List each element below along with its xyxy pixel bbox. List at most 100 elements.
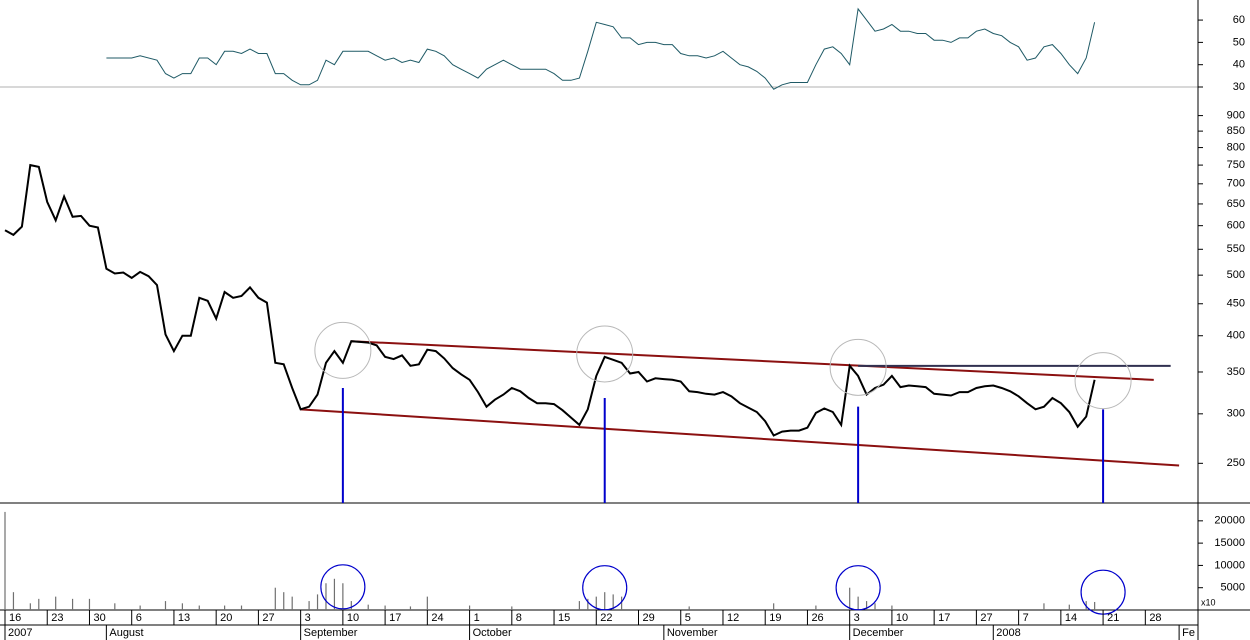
x-tick-label: 16: [9, 612, 21, 624]
highlight-circle: [582, 565, 628, 611]
volume-bar: [857, 596, 859, 610]
volume-bar: [224, 605, 226, 610]
y-tick-label: 450: [1227, 298, 1245, 310]
volume-bar: [181, 603, 183, 610]
x-tick-label: 3: [305, 612, 311, 624]
volume-bar: [88, 598, 91, 610]
x-tick-label: 10: [347, 612, 359, 624]
y-tick-label: 400: [1227, 330, 1245, 342]
volume-bar: [29, 603, 31, 610]
highlight-circle: [829, 338, 887, 396]
volume-bar: [815, 605, 817, 610]
volume-bar: [612, 594, 614, 610]
month-label: Fe: [1182, 627, 1195, 639]
volume-bar: [274, 587, 276, 610]
volume-bar: [198, 605, 200, 610]
x-tick-label: 10: [896, 612, 908, 624]
y-tick-label: 550: [1227, 243, 1245, 255]
volume-bar: [4, 511, 6, 610]
volume-bar: [139, 605, 141, 610]
unit-label: x10: [1201, 597, 1216, 607]
volume-bar: [578, 601, 580, 610]
volume-bar: [468, 605, 471, 610]
month-label: October: [473, 627, 512, 639]
highlight-circle: [320, 564, 366, 610]
y-tick-label: 300: [1227, 408, 1245, 420]
volume-bar: [773, 603, 775, 610]
volume-bar: [384, 605, 386, 610]
y-tick-label: 800: [1227, 141, 1245, 153]
x-tick-label: 19: [769, 612, 781, 624]
volume-bar: [12, 592, 15, 610]
volume-bar: [511, 606, 513, 610]
volume-bar: [1094, 601, 1096, 610]
y-tick-label: 700: [1227, 178, 1245, 190]
y-tick-label: 600: [1227, 220, 1245, 232]
volume-bar: [240, 605, 243, 610]
x-tick-label: 12: [727, 612, 739, 624]
x-tick-label: 7: [1023, 612, 1029, 624]
volume-bar: [621, 596, 623, 610]
y-tick-label: 50: [1233, 36, 1245, 48]
volume-bar: [291, 596, 293, 610]
x-tick-label: 17: [938, 612, 950, 624]
x-tick-label: 5: [685, 612, 691, 624]
month-label: August: [109, 627, 143, 639]
y-tick-label: 750: [1227, 159, 1245, 171]
month-label: 2008: [996, 627, 1020, 639]
volume-bar: [350, 601, 352, 610]
volume-bar: [426, 596, 428, 610]
x-tick-label: 24: [431, 612, 443, 624]
series-line: [106, 7, 1096, 90]
highlight-circle: [576, 325, 634, 383]
volume-bar: [865, 601, 868, 610]
y-tick-label: 5000: [1221, 582, 1245, 594]
x-tick-label: 21: [1107, 612, 1119, 624]
trend-line: [300, 408, 1180, 467]
x-tick-label: 30: [93, 612, 105, 624]
x-tick-label: 29: [643, 612, 655, 624]
y-tick-label: 15000: [1214, 537, 1245, 549]
highlight-circle: [1074, 352, 1132, 410]
volume-bar: [114, 603, 116, 610]
x-tick-label: 20: [220, 612, 232, 624]
volume-bar: [604, 592, 606, 610]
y-tick-label: 250: [1227, 457, 1245, 469]
y-tick-label: 20000: [1214, 515, 1245, 527]
month-label: 2007: [8, 627, 32, 639]
volume-bar: [333, 578, 336, 610]
x-tick-label: 27: [262, 612, 274, 624]
x-tick-label: 15: [558, 612, 570, 624]
volume-bar: [38, 598, 40, 610]
volume-bar: [316, 594, 319, 610]
volume-bar: [1043, 603, 1045, 610]
y-tick-label: 650: [1227, 198, 1245, 210]
volume-bar: [849, 587, 851, 610]
x-tick-label: 6: [136, 612, 142, 624]
volume-bar: [595, 596, 597, 610]
y-tick-label: 350: [1227, 366, 1245, 378]
volume-bar: [874, 603, 876, 610]
volume-bar: [342, 583, 344, 610]
y-tick-label: 850: [1227, 125, 1245, 137]
volume-bar: [71, 598, 74, 610]
series-line: [4, 163, 1096, 437]
volume-bar: [308, 601, 310, 610]
volume-bar: [409, 606, 412, 610]
volume-bar: [688, 606, 690, 610]
volume-bar: [164, 601, 167, 610]
x-tick-label: 27: [980, 612, 992, 624]
highlight-circle: [314, 321, 372, 379]
y-tick-label: 40: [1233, 59, 1245, 71]
x-tick-label: 14: [1065, 612, 1077, 624]
y-tick-label: 30: [1233, 81, 1245, 93]
volume-bar: [587, 598, 589, 610]
highlight-circle: [835, 565, 881, 611]
x-tick-label: 1: [474, 612, 480, 624]
month-label: November: [667, 627, 718, 639]
trend-line: [351, 340, 1154, 381]
x-tick-label: 28: [1149, 612, 1161, 624]
x-tick-label: 8: [516, 612, 522, 624]
